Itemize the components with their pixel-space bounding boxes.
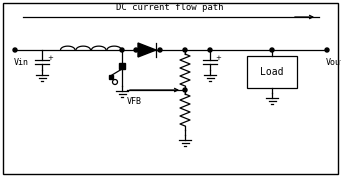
Circle shape xyxy=(158,48,162,52)
Polygon shape xyxy=(138,43,156,57)
Text: Vout: Vout xyxy=(326,58,341,67)
Text: +: + xyxy=(215,55,221,61)
Text: DC current flow path: DC current flow path xyxy=(116,3,224,12)
Circle shape xyxy=(113,79,118,84)
Text: Load: Load xyxy=(260,67,284,77)
Circle shape xyxy=(134,48,138,52)
Circle shape xyxy=(183,88,187,92)
Text: Vin: Vin xyxy=(14,58,29,67)
Circle shape xyxy=(120,48,124,52)
Text: +: + xyxy=(47,55,53,61)
Bar xyxy=(119,63,125,69)
Circle shape xyxy=(270,48,274,52)
Circle shape xyxy=(183,48,187,52)
Circle shape xyxy=(208,48,212,52)
Text: VFB: VFB xyxy=(127,97,142,106)
Circle shape xyxy=(13,48,17,52)
Circle shape xyxy=(325,48,329,52)
Bar xyxy=(109,75,113,79)
Bar xyxy=(247,56,297,88)
